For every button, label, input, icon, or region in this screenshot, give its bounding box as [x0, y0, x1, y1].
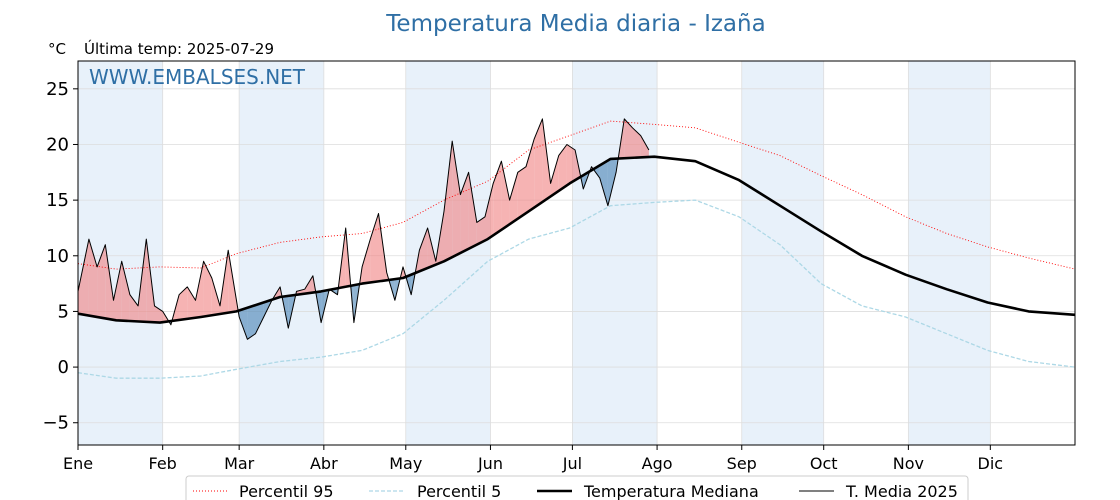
x-tick-label: May [389, 454, 422, 473]
x-tick-label: Sep [727, 454, 757, 473]
deviation-fill [419, 228, 428, 272]
deviation-fill [78, 239, 89, 316]
x-tick-label: Jul [562, 454, 582, 473]
month-band [239, 61, 324, 445]
plot-frame [77, 60, 1076, 446]
deviation-fill [485, 183, 494, 241]
deviation-fill [599, 160, 608, 206]
deviation-fill [640, 135, 649, 158]
y-tick-label: 20 [46, 134, 69, 155]
x-tick-label: Ene [63, 454, 93, 473]
deviation-fill [632, 127, 641, 158]
year-2025-line [78, 118, 650, 340]
x-tick-label: Nov [893, 454, 924, 473]
deviation-fill [624, 118, 633, 159]
chart-title: Temperatura Media diaria - Izaña [385, 11, 765, 37]
y-tick-label: 5 [58, 301, 69, 322]
median-line [78, 155, 1075, 324]
deviation-fill [105, 244, 114, 320]
deviation-fill [154, 305, 163, 323]
y-tick-label: 0 [58, 357, 69, 378]
deviation-fill [558, 144, 567, 191]
p5-line [78, 199, 1075, 379]
deviation-fill [255, 302, 264, 334]
deviation-fill [195, 261, 204, 318]
legend-label-median: Temperatura Mediana [583, 482, 759, 500]
deviation-fill [550, 155, 559, 197]
legend: Percentil 95 Percentil 5 Temperatura Med… [185, 475, 969, 500]
unit-label: °C [48, 40, 66, 58]
last-temp-label: Última temp: 2025-07-29 [84, 39, 274, 58]
y-tick-label: −5 [42, 413, 69, 434]
deviation-fill [517, 166, 526, 219]
month-band [741, 61, 824, 445]
month-band [908, 61, 991, 445]
deviation-fill [239, 307, 248, 340]
plot-area [78, 118, 1075, 379]
x-tick-label: Jun [477, 454, 503, 473]
x-tick-label: Mar [224, 454, 255, 473]
deviation-fill [468, 172, 477, 249]
month-band [572, 61, 658, 445]
legend-label-p95: Percentil 95 [239, 482, 334, 500]
deviation-fill [534, 118, 543, 208]
deviation-fill [607, 158, 617, 206]
y-tick-label: 15 [46, 190, 69, 211]
deviation-fill [129, 294, 139, 322]
gridlines [77, 61, 1075, 445]
deviation-fill [493, 161, 502, 236]
deviation-fill [304, 275, 313, 294]
y-tick-label: 25 [46, 79, 69, 100]
deviation-fill [452, 141, 461, 258]
deviation-fill [362, 239, 371, 284]
deviation-fill [509, 172, 518, 225]
x-tick-label: Ago [642, 454, 673, 473]
deviation-fill [97, 244, 106, 319]
x-tick-label: Feb [149, 454, 177, 473]
deviation-fill [121, 261, 130, 321]
deviation-fill [526, 138, 535, 214]
month-bands [78, 61, 991, 445]
deviation-fill [211, 278, 220, 316]
deviation-fill [88, 239, 98, 317]
legend-label-p5: Percentil 5 [417, 482, 501, 500]
x-tick-label: Oct [810, 454, 838, 473]
deviation-fill [179, 286, 188, 320]
deviation-fill [203, 261, 212, 317]
deviation-fill [370, 213, 379, 283]
watermark-text: WWW.EMBALSES.NET [89, 65, 306, 89]
deviation-fill [476, 216, 485, 245]
deviation-fill [247, 305, 256, 340]
x-tick-label: Abr [310, 454, 338, 473]
x-tick-label: Dic [978, 454, 1004, 473]
deviation-fill [566, 144, 576, 186]
legend-label-year: T. Media 2025 [845, 482, 958, 500]
deviation-fill [460, 172, 469, 253]
deviation-fill [501, 161, 510, 230]
axes: Ene Feb Mar Abr May Jun Jul Ago Sep Oct Nov Dic −5 0 5… [42, 79, 1003, 473]
legend-box [185, 475, 969, 500]
deviation-fill [187, 286, 196, 319]
y-tick-label: 10 [46, 246, 69, 267]
deviation-fill [113, 261, 122, 321]
deviation-fill [542, 118, 551, 202]
deviation-fill [444, 141, 453, 262]
